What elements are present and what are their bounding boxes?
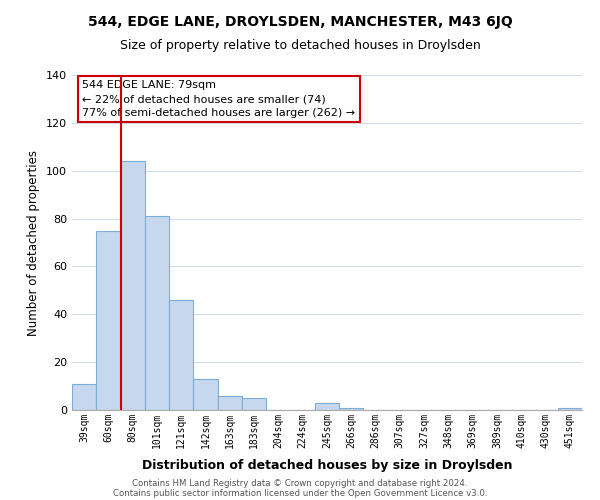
Bar (121, 161, 145, 410)
Text: Contains HM Land Registry data © Crown copyright and database right 2024.: Contains HM Land Registry data © Crown c… (132, 478, 468, 488)
Bar (145, 216, 169, 410)
Y-axis label: Number of detached properties: Number of detached properties (28, 150, 40, 336)
Bar (193, 379, 218, 410)
Bar (218, 396, 242, 410)
Bar (169, 300, 193, 410)
Bar (96, 230, 121, 410)
X-axis label: Distribution of detached houses by size in Droylsden: Distribution of detached houses by size … (142, 459, 512, 472)
Text: 544 EDGE LANE: 79sqm
← 22% of detached houses are smaller (74)
77% of semi-detac: 544 EDGE LANE: 79sqm ← 22% of detached h… (82, 80, 355, 118)
Bar (315, 403, 339, 410)
Text: 544, EDGE LANE, DROYLSDEN, MANCHESTER, M43 6JQ: 544, EDGE LANE, DROYLSDEN, MANCHESTER, M… (88, 15, 512, 29)
Text: Size of property relative to detached houses in Droylsden: Size of property relative to detached ho… (119, 39, 481, 52)
Bar (339, 408, 364, 410)
Bar (242, 398, 266, 410)
Bar (558, 408, 582, 410)
Text: Contains public sector information licensed under the Open Government Licence v3: Contains public sector information licen… (113, 488, 487, 498)
Bar (72, 384, 96, 410)
